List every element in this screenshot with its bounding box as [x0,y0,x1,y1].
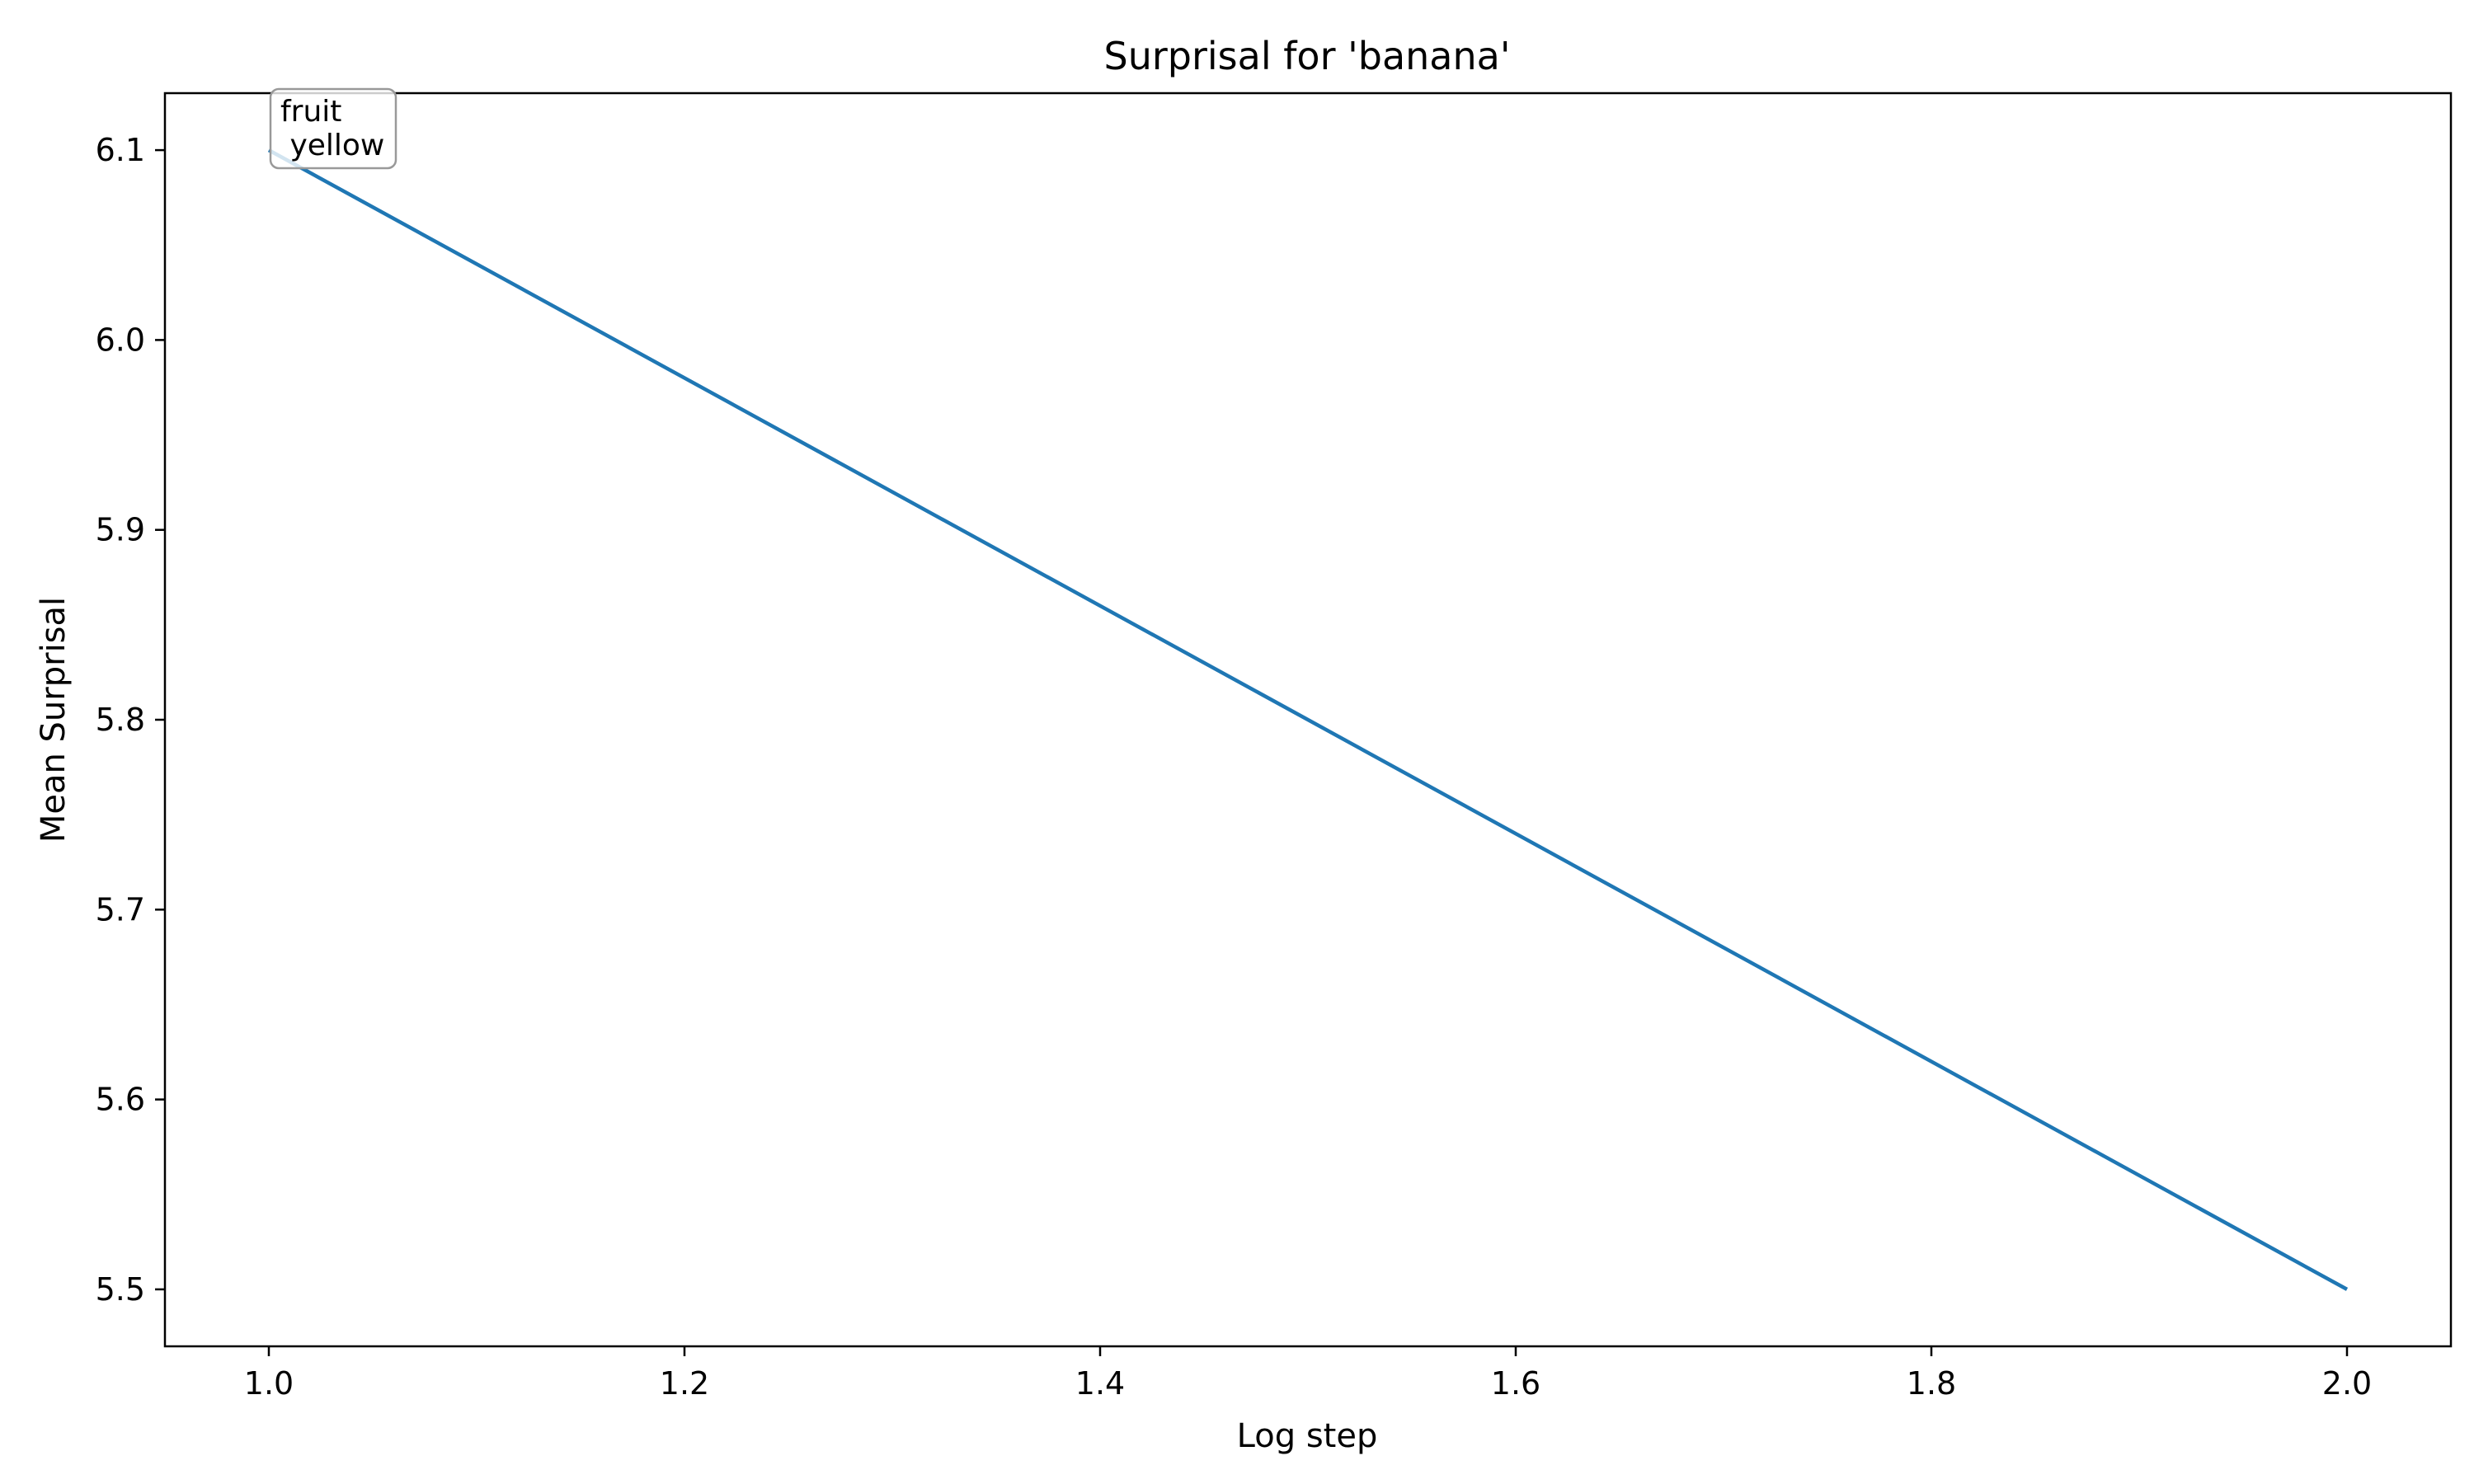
y-tick-label: 5.6 [96,1082,145,1118]
y-tick-label: 5.5 [96,1271,145,1308]
y-axis: 5.5 5.6 5.7 5.8 5.9 6.0 6.1 [96,132,165,1308]
series-line [267,148,2349,1291]
y-tick-label: 6.0 [96,322,145,358]
x-tick-label: 1.0 [244,1365,294,1402]
y-tick-label: 6.1 [96,132,145,168]
annotation-text: yellow [280,129,384,162]
x-tick-label: 1.8 [1907,1365,1956,1402]
x-tick-label: 1.4 [1075,1365,1125,1402]
annotation-layer: fruit yellow [269,87,397,170]
annotation-text: fruit [280,95,341,129]
y-tick-label: 5.7 [96,891,145,928]
x-tick-label: 1.6 [1491,1365,1540,1402]
x-axis-label: Log step [1237,1417,1378,1455]
x-axis: 1.0 1.2 1.4 1.6 1.8 2.0 [244,1346,2372,1402]
y-tick-label: 5.8 [96,702,145,738]
x-tick-label: 2.0 [2322,1365,2372,1402]
chart-title: Surprisal for 'banana' [1104,34,1511,78]
y-axis-label: Mean Surprisal [35,597,73,843]
x-tick-label: 1.2 [660,1365,709,1402]
series-layer [267,148,2349,1291]
y-tick-label: 5.9 [96,512,145,548]
annotation-box [269,87,397,170]
